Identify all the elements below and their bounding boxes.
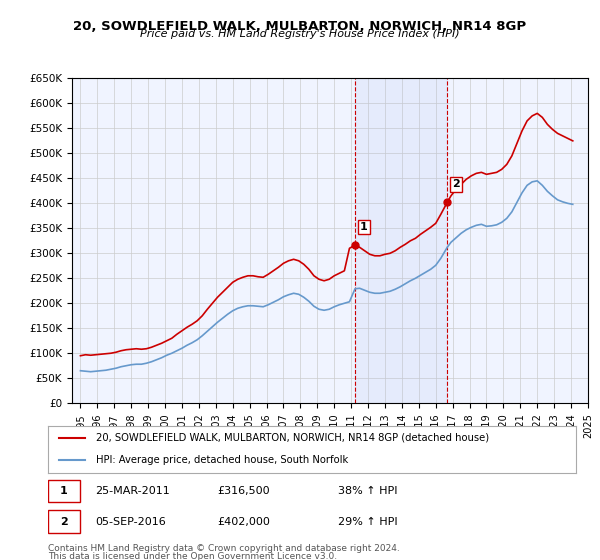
Text: 25-MAR-2011: 25-MAR-2011: [95, 487, 170, 496]
Text: Contains HM Land Registry data © Crown copyright and database right 2024.: Contains HM Land Registry data © Crown c…: [48, 544, 400, 553]
FancyBboxPatch shape: [48, 511, 80, 533]
Text: This data is licensed under the Open Government Licence v3.0.: This data is licensed under the Open Gov…: [48, 552, 337, 560]
Text: £402,000: £402,000: [217, 517, 270, 527]
Text: 1: 1: [60, 487, 68, 496]
Text: HPI: Average price, detached house, South Norfolk: HPI: Average price, detached house, Sout…: [95, 455, 348, 465]
Text: 38% ↑ HPI: 38% ↑ HPI: [338, 487, 398, 496]
Text: £316,500: £316,500: [217, 487, 269, 496]
Bar: [355, 78, 447, 403]
Text: 20, SOWDLEFIELD WALK, MULBARTON, NORWICH, NR14 8GP (detached house): 20, SOWDLEFIELD WALK, MULBARTON, NORWICH…: [95, 432, 488, 442]
Text: 20, SOWDLEFIELD WALK, MULBARTON, NORWICH, NR14 8GP: 20, SOWDLEFIELD WALK, MULBARTON, NORWICH…: [73, 20, 527, 32]
Text: 05-SEP-2016: 05-SEP-2016: [95, 517, 166, 527]
FancyBboxPatch shape: [48, 480, 80, 502]
Text: Price paid vs. HM Land Registry's House Price Index (HPI): Price paid vs. HM Land Registry's House …: [140, 29, 460, 39]
Text: 2: 2: [452, 179, 460, 189]
Text: 1: 1: [360, 222, 368, 232]
Text: 2: 2: [60, 517, 68, 527]
Text: 29% ↑ HPI: 29% ↑ HPI: [338, 517, 398, 527]
